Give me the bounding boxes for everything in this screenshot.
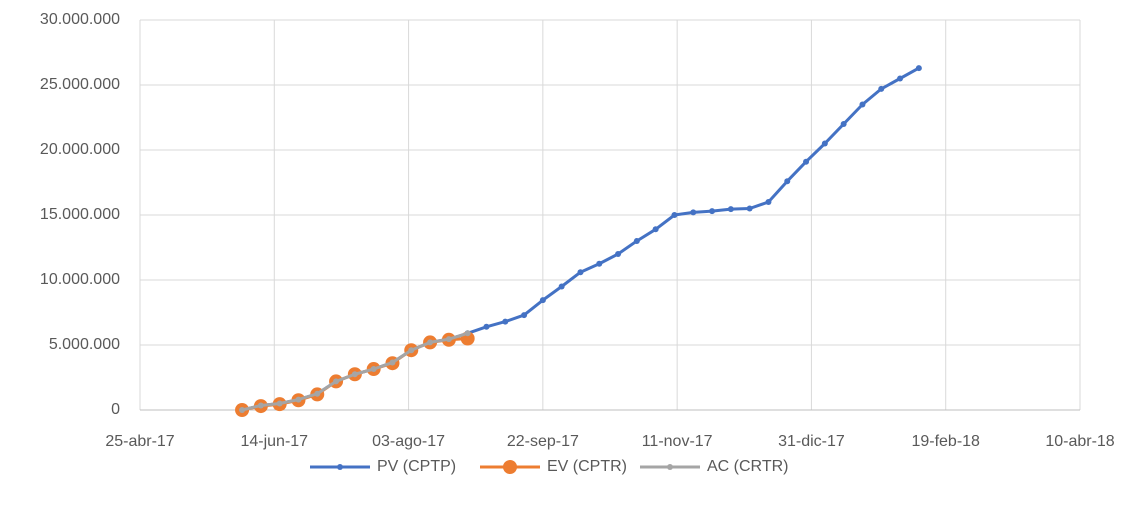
legend-label: PV (CPTP) [377, 458, 456, 475]
point [577, 269, 584, 276]
y-tick-label: 15.000.000 [40, 206, 120, 223]
point [859, 101, 866, 108]
y-tick-label: 25.000.000 [40, 76, 120, 93]
point [408, 347, 415, 354]
legend-label: EV (CPTR) [547, 458, 627, 475]
point [915, 65, 922, 72]
legend-marker [667, 464, 673, 470]
y-tick-label: 10.000.000 [40, 271, 120, 288]
point [878, 85, 885, 92]
point [502, 318, 509, 325]
x-tick-label: 31-dic-17 [778, 433, 845, 450]
point [239, 407, 246, 413]
point [464, 330, 471, 337]
point [897, 75, 904, 82]
point [314, 390, 321, 397]
legend-marker [503, 460, 517, 474]
point [709, 208, 716, 215]
point [652, 226, 659, 233]
point [615, 251, 622, 257]
point [671, 212, 678, 218]
x-tick-label: 10-abr-18 [1045, 433, 1114, 450]
legend-label: AC (CRTR) [707, 458, 788, 475]
point [558, 283, 565, 290]
legend-marker [337, 464, 343, 470]
x-tick-label: 14-jun-17 [240, 433, 308, 450]
point [727, 206, 734, 213]
point [765, 199, 772, 205]
point [276, 400, 283, 407]
x-tick-label: 19-feb-18 [911, 433, 980, 450]
point [821, 140, 828, 147]
y-tick-label: 20.000.000 [40, 141, 120, 158]
y-tick-label: 0 [111, 401, 120, 418]
point [427, 339, 434, 346]
point [803, 158, 810, 165]
x-tick-label: 11-nov-17 [642, 433, 713, 450]
point [389, 359, 396, 366]
point [483, 323, 490, 330]
point [596, 260, 603, 267]
point [295, 396, 302, 403]
point [257, 402, 264, 409]
x-tick-label: 22-sep-17 [507, 433, 579, 450]
point [445, 336, 452, 343]
point [539, 297, 546, 304]
point [333, 378, 340, 385]
x-tick-label: 03-ago-17 [372, 433, 445, 450]
point [633, 238, 640, 244]
y-tick-label: 30.000.000 [40, 11, 120, 28]
point [746, 205, 753, 212]
point [351, 371, 358, 378]
point [521, 312, 528, 319]
point [370, 366, 377, 373]
x-tick-label: 25-abr-17 [105, 433, 174, 450]
series-line [241, 66, 920, 412]
point [690, 209, 697, 216]
point [784, 178, 791, 185]
point [840, 121, 847, 127]
y-tick-label: 5.000.000 [49, 336, 120, 353]
